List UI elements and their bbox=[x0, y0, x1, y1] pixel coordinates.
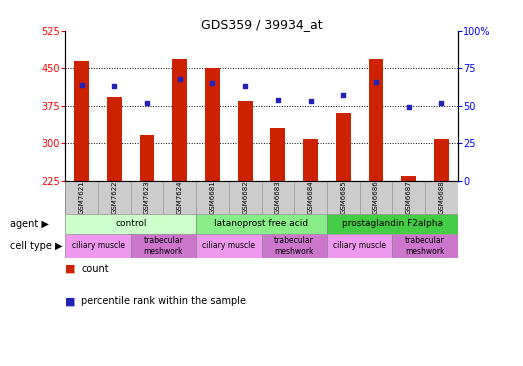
Bar bbox=[392, 234, 458, 258]
Text: control: control bbox=[115, 220, 146, 228]
Text: count: count bbox=[81, 264, 109, 273]
Bar bbox=[205, 68, 220, 180]
Text: trabecular
meshwork: trabecular meshwork bbox=[274, 236, 314, 255]
Text: percentile rank within the sample: percentile rank within the sample bbox=[81, 296, 246, 306]
Point bbox=[274, 97, 282, 103]
Bar bbox=[270, 128, 285, 180]
Bar bbox=[327, 180, 360, 214]
Title: GDS359 / 39934_at: GDS359 / 39934_at bbox=[201, 18, 322, 31]
Bar bbox=[238, 101, 253, 180]
Bar bbox=[196, 234, 262, 258]
Text: prostaglandin F2alpha: prostaglandin F2alpha bbox=[342, 220, 443, 228]
Point bbox=[143, 100, 151, 106]
Point bbox=[77, 82, 86, 88]
Text: GSM7622: GSM7622 bbox=[111, 180, 117, 214]
Text: GSM6686: GSM6686 bbox=[373, 180, 379, 214]
Point bbox=[306, 98, 315, 104]
Bar bbox=[336, 113, 350, 180]
Bar bbox=[65, 214, 196, 234]
Bar bbox=[107, 97, 122, 180]
Point bbox=[404, 104, 413, 110]
Text: latanoprost free acid: latanoprost free acid bbox=[214, 220, 309, 228]
Bar bbox=[196, 214, 327, 234]
Text: GSM6682: GSM6682 bbox=[242, 180, 248, 214]
Text: cell type ▶: cell type ▶ bbox=[10, 241, 63, 251]
Point bbox=[372, 79, 380, 85]
Bar bbox=[173, 60, 187, 180]
Text: GSM6684: GSM6684 bbox=[308, 180, 313, 214]
Bar bbox=[140, 135, 154, 180]
Bar bbox=[131, 180, 163, 214]
Point bbox=[110, 83, 119, 89]
Bar bbox=[229, 180, 262, 214]
Bar bbox=[401, 176, 416, 180]
Bar bbox=[294, 180, 327, 214]
Text: ciliary muscle: ciliary muscle bbox=[202, 242, 255, 250]
Bar bbox=[392, 180, 425, 214]
Bar bbox=[369, 60, 383, 180]
Text: GSM7623: GSM7623 bbox=[144, 180, 150, 214]
Text: GSM7621: GSM7621 bbox=[79, 180, 85, 214]
Text: ciliary muscle: ciliary muscle bbox=[333, 242, 386, 250]
Bar bbox=[327, 214, 458, 234]
Text: ■: ■ bbox=[65, 264, 76, 273]
Text: GSM6683: GSM6683 bbox=[275, 180, 281, 214]
Point bbox=[176, 76, 184, 82]
Text: GSM7624: GSM7624 bbox=[177, 180, 183, 214]
Bar bbox=[262, 180, 294, 214]
Text: ciliary muscle: ciliary muscle bbox=[72, 242, 124, 250]
Text: GSM6685: GSM6685 bbox=[340, 180, 346, 214]
Point bbox=[437, 100, 446, 106]
Bar bbox=[163, 180, 196, 214]
Point bbox=[208, 81, 217, 86]
Bar bbox=[360, 180, 392, 214]
Point bbox=[241, 83, 249, 89]
Text: agent ▶: agent ▶ bbox=[10, 219, 49, 229]
Text: GSM6687: GSM6687 bbox=[406, 180, 412, 214]
Bar bbox=[303, 139, 318, 180]
Bar bbox=[196, 180, 229, 214]
Bar bbox=[65, 180, 98, 214]
Text: trabecular
meshwork: trabecular meshwork bbox=[143, 236, 184, 255]
Bar bbox=[425, 180, 458, 214]
Point bbox=[339, 93, 347, 98]
Bar bbox=[262, 234, 327, 258]
Bar bbox=[65, 234, 131, 258]
Bar bbox=[434, 139, 449, 180]
Bar bbox=[131, 234, 196, 258]
Text: GSM6688: GSM6688 bbox=[438, 180, 444, 214]
Bar bbox=[74, 61, 89, 180]
Text: ■: ■ bbox=[65, 296, 76, 306]
Bar bbox=[327, 234, 392, 258]
Text: trabecular
meshwork: trabecular meshwork bbox=[405, 236, 445, 255]
Bar bbox=[98, 180, 131, 214]
Text: GSM6681: GSM6681 bbox=[210, 180, 215, 214]
